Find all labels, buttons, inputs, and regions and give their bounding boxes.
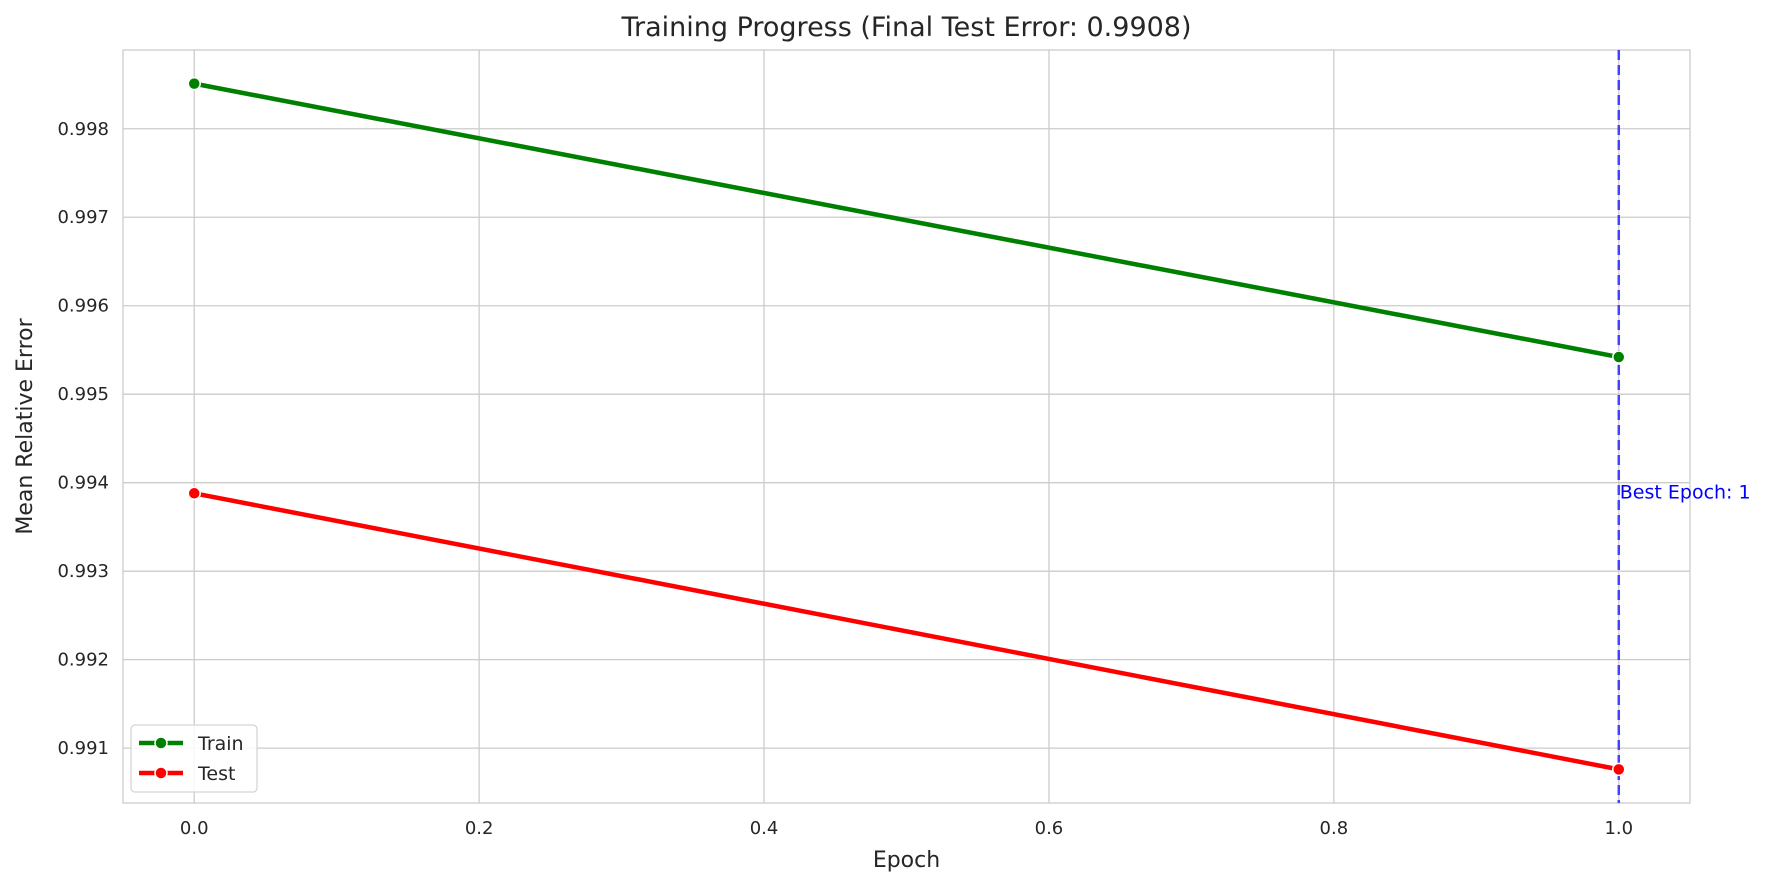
train-series-line [191,81,1622,360]
series-layer [187,76,1626,777]
legend: Train Test [130,724,258,793]
chart-title: Training Progress (Final Test Error: 0.9… [620,12,1191,43]
y-tick-label: 0.993 [57,561,109,582]
legend-test-label: Test [197,763,235,785]
x-tick-label: 0.6 [1035,818,1064,839]
y-tick-label: 0.994 [57,473,109,494]
y-tick-label: 0.995 [57,384,109,405]
best-epoch-annotation: Best Epoch: 1 [1620,482,1751,504]
test-series-line [191,491,1622,772]
y-tick-label: 0.998 [57,119,109,140]
y-axis-title: Mean Relative Error [13,317,38,534]
y-tick-label: 0.996 [57,296,109,317]
x-tick-label: 0.8 [1320,818,1349,839]
x-tick-label: 0.4 [750,818,779,839]
test-data-point [1612,762,1626,777]
plot-area-frame [122,49,1691,804]
tick-label-layer: 0.0 0.2 0.4 0.6 0.8 1.0 0.991 0.992 0.993 0.994 0.… [57,119,1633,839]
x-tick-label: 1.0 [1604,818,1633,839]
y-tick-label: 0.997 [57,207,109,228]
grid-layer [123,50,1690,803]
legend-train-marker [154,736,168,750]
y-tick-label: 0.992 [57,650,109,671]
x-axis-title: Epoch [873,848,940,873]
train-data-point [187,76,201,91]
legend-test-marker [154,766,168,780]
test-data-point [187,486,201,501]
train-data-point [1612,350,1626,364]
x-tick-label: 0.2 [465,818,494,839]
legend-train-label: Train [197,733,244,755]
x-tick-label: 0.0 [180,818,209,839]
annotation-layer: Best Epoch: 1 [1620,482,1751,504]
y-tick-label: 0.991 [57,738,109,759]
